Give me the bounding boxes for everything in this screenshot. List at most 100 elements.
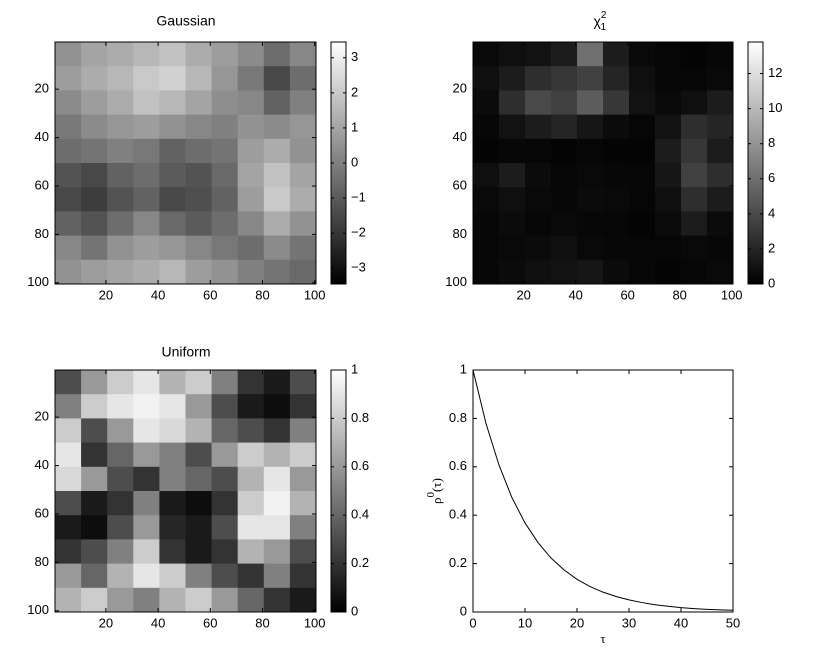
heat-cell xyxy=(473,211,500,237)
heat-cell xyxy=(629,42,656,67)
heat-cell xyxy=(237,491,265,516)
heat-cell xyxy=(577,235,604,261)
heat-cell xyxy=(185,138,213,164)
axes-frame xyxy=(472,369,734,613)
colorbar-tick-label: 6 xyxy=(768,170,775,185)
heat-cell xyxy=(263,163,291,188)
heat-cell xyxy=(159,491,186,516)
heat-cell xyxy=(551,66,578,91)
heat-cell xyxy=(211,466,239,492)
heat-cell xyxy=(55,442,82,468)
heat-cell xyxy=(603,66,630,91)
x-tick-label: 20 xyxy=(99,615,113,630)
panel-title: χ2 1 xyxy=(594,10,607,33)
heat-cell xyxy=(159,66,186,91)
heat-cell xyxy=(707,163,734,188)
heat-cell xyxy=(263,370,291,395)
x-axis-label: τ xyxy=(600,631,605,646)
heat-cell xyxy=(81,114,108,140)
heat-cell xyxy=(133,90,160,116)
heat-cell xyxy=(499,259,526,285)
colorbar-tick-label: 8 xyxy=(768,135,775,150)
x-tick-label: 20 xyxy=(516,287,530,302)
x-tick-label: 40 xyxy=(151,287,165,302)
title-base: χ xyxy=(594,13,602,29)
colorbar xyxy=(330,369,347,613)
heat-cell xyxy=(185,211,213,237)
heat-cell xyxy=(551,187,578,212)
heat-cell xyxy=(237,90,265,116)
heat-cell xyxy=(263,418,291,444)
x-tick-label: 40 xyxy=(151,615,165,630)
panel-title: Gaussian xyxy=(156,13,215,29)
axes-frame xyxy=(472,41,734,285)
heat-cell xyxy=(551,235,578,261)
heat-cell xyxy=(55,114,82,140)
heat-cell xyxy=(237,163,265,188)
heat-cell xyxy=(237,370,265,395)
y-tick-label: 100 xyxy=(27,274,49,289)
heat-cell xyxy=(55,370,82,395)
y-tick-label: 80 xyxy=(35,226,49,241)
y-axis-label: ρ0(τ) xyxy=(425,478,444,504)
heat-cell xyxy=(473,163,500,188)
heat-cell xyxy=(473,42,500,67)
panel-title: Uniform xyxy=(161,344,210,360)
heat-cell xyxy=(133,442,160,468)
heat-cell xyxy=(185,563,213,589)
heat-cell xyxy=(185,466,213,492)
heat-cell xyxy=(603,211,630,237)
y-tick-label: 40 xyxy=(35,457,49,472)
heat-cell xyxy=(211,211,239,237)
heat-cell xyxy=(577,66,604,91)
heat-cell xyxy=(603,90,630,116)
heat-cell xyxy=(263,42,291,67)
heat-cell xyxy=(577,163,604,188)
x-tick-label: 100 xyxy=(721,287,743,302)
x-tick-label: 80 xyxy=(255,287,269,302)
heat-cell xyxy=(107,418,134,444)
heat-cell xyxy=(237,466,265,492)
heat-cell xyxy=(159,587,186,613)
colorbar-tick-label: 12 xyxy=(768,65,782,80)
y-tick-label: 60 xyxy=(35,177,49,192)
heat-cell xyxy=(681,259,708,285)
heat-cell xyxy=(81,394,108,419)
heat-cell xyxy=(289,394,317,419)
heat-cell xyxy=(211,235,239,261)
heat-cell xyxy=(81,187,108,212)
heat-cell xyxy=(159,563,186,589)
heat-cell xyxy=(81,66,108,91)
colorbar-tick-label: 4 xyxy=(768,205,775,220)
heat-cell xyxy=(81,259,108,285)
heat-cell xyxy=(185,418,213,444)
heat-cell xyxy=(263,211,291,237)
heat-cell xyxy=(159,211,186,237)
heat-cell xyxy=(185,187,213,212)
axes-frame xyxy=(54,369,317,613)
heat-cell xyxy=(81,515,108,540)
heat-cell xyxy=(603,138,630,164)
heat-cell xyxy=(211,418,239,444)
colorbar-tick-label: 0.4 xyxy=(351,507,369,522)
heat-cell xyxy=(289,587,317,613)
heat-cell xyxy=(211,259,239,285)
x-tick-label: 60 xyxy=(203,615,217,630)
heat-cell xyxy=(473,259,500,285)
heat-cell xyxy=(707,90,734,116)
y-tick-label: 80 xyxy=(453,226,467,241)
heat-cell xyxy=(237,587,265,613)
heat-cell xyxy=(577,42,604,67)
heat-cell xyxy=(55,259,82,285)
heat-cell xyxy=(133,370,160,395)
heat-cell xyxy=(289,515,317,540)
heat-cell xyxy=(289,259,317,285)
y-tick-label: 20 xyxy=(35,409,49,424)
heat-cell xyxy=(551,211,578,237)
heat-cell xyxy=(681,187,708,212)
heat-cell xyxy=(133,515,160,540)
colorbar-tick-label: 0.8 xyxy=(351,410,369,425)
y-tick-label: 60 xyxy=(453,177,467,192)
heat-cell xyxy=(681,138,708,164)
colorbar-tick-label: 2 xyxy=(768,240,775,255)
